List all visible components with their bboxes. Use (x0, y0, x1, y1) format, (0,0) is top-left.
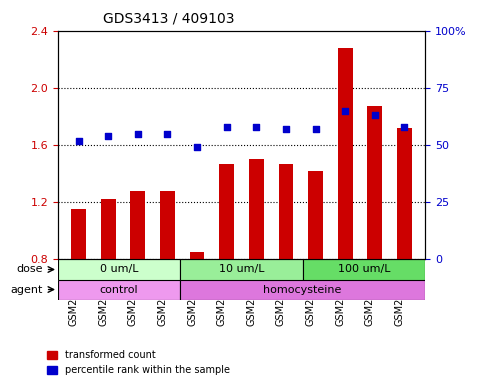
FancyBboxPatch shape (180, 260, 303, 280)
Point (371, 112, 379, 118)
Bar (190, 252, 204, 260)
Text: 0 um/L: 0 um/L (100, 265, 139, 275)
Text: 10 um/L: 10 um/L (219, 265, 264, 275)
Point (164, 131, 171, 137)
Text: dose: dose (16, 265, 43, 275)
Point (312, 126, 319, 132)
Text: control: control (100, 285, 139, 295)
FancyBboxPatch shape (58, 260, 180, 280)
Bar (249, 159, 264, 260)
Bar (279, 164, 293, 260)
Point (75, 137, 83, 144)
Text: 100 um/L: 100 um/L (338, 265, 390, 275)
Bar (397, 128, 412, 260)
Bar (71, 209, 86, 260)
Point (282, 126, 290, 132)
Point (400, 124, 408, 130)
Text: GDS3413 / 409103: GDS3413 / 409103 (103, 12, 235, 25)
Point (223, 124, 230, 130)
Bar (367, 106, 382, 260)
FancyBboxPatch shape (303, 260, 425, 280)
Bar (101, 199, 116, 260)
Bar (219, 164, 234, 260)
Bar (308, 171, 323, 260)
Bar (160, 191, 175, 260)
Bar (130, 191, 145, 260)
FancyBboxPatch shape (58, 280, 180, 300)
Point (193, 144, 201, 151)
Point (134, 131, 142, 137)
Point (104, 133, 112, 139)
Legend: transformed count, percentile rank within the sample: transformed count, percentile rank withi… (43, 346, 234, 379)
Point (253, 124, 260, 130)
FancyBboxPatch shape (180, 280, 425, 300)
Text: agent: agent (10, 285, 43, 295)
Bar (338, 48, 353, 260)
Text: homocysteine: homocysteine (264, 285, 342, 295)
Point (341, 108, 349, 114)
